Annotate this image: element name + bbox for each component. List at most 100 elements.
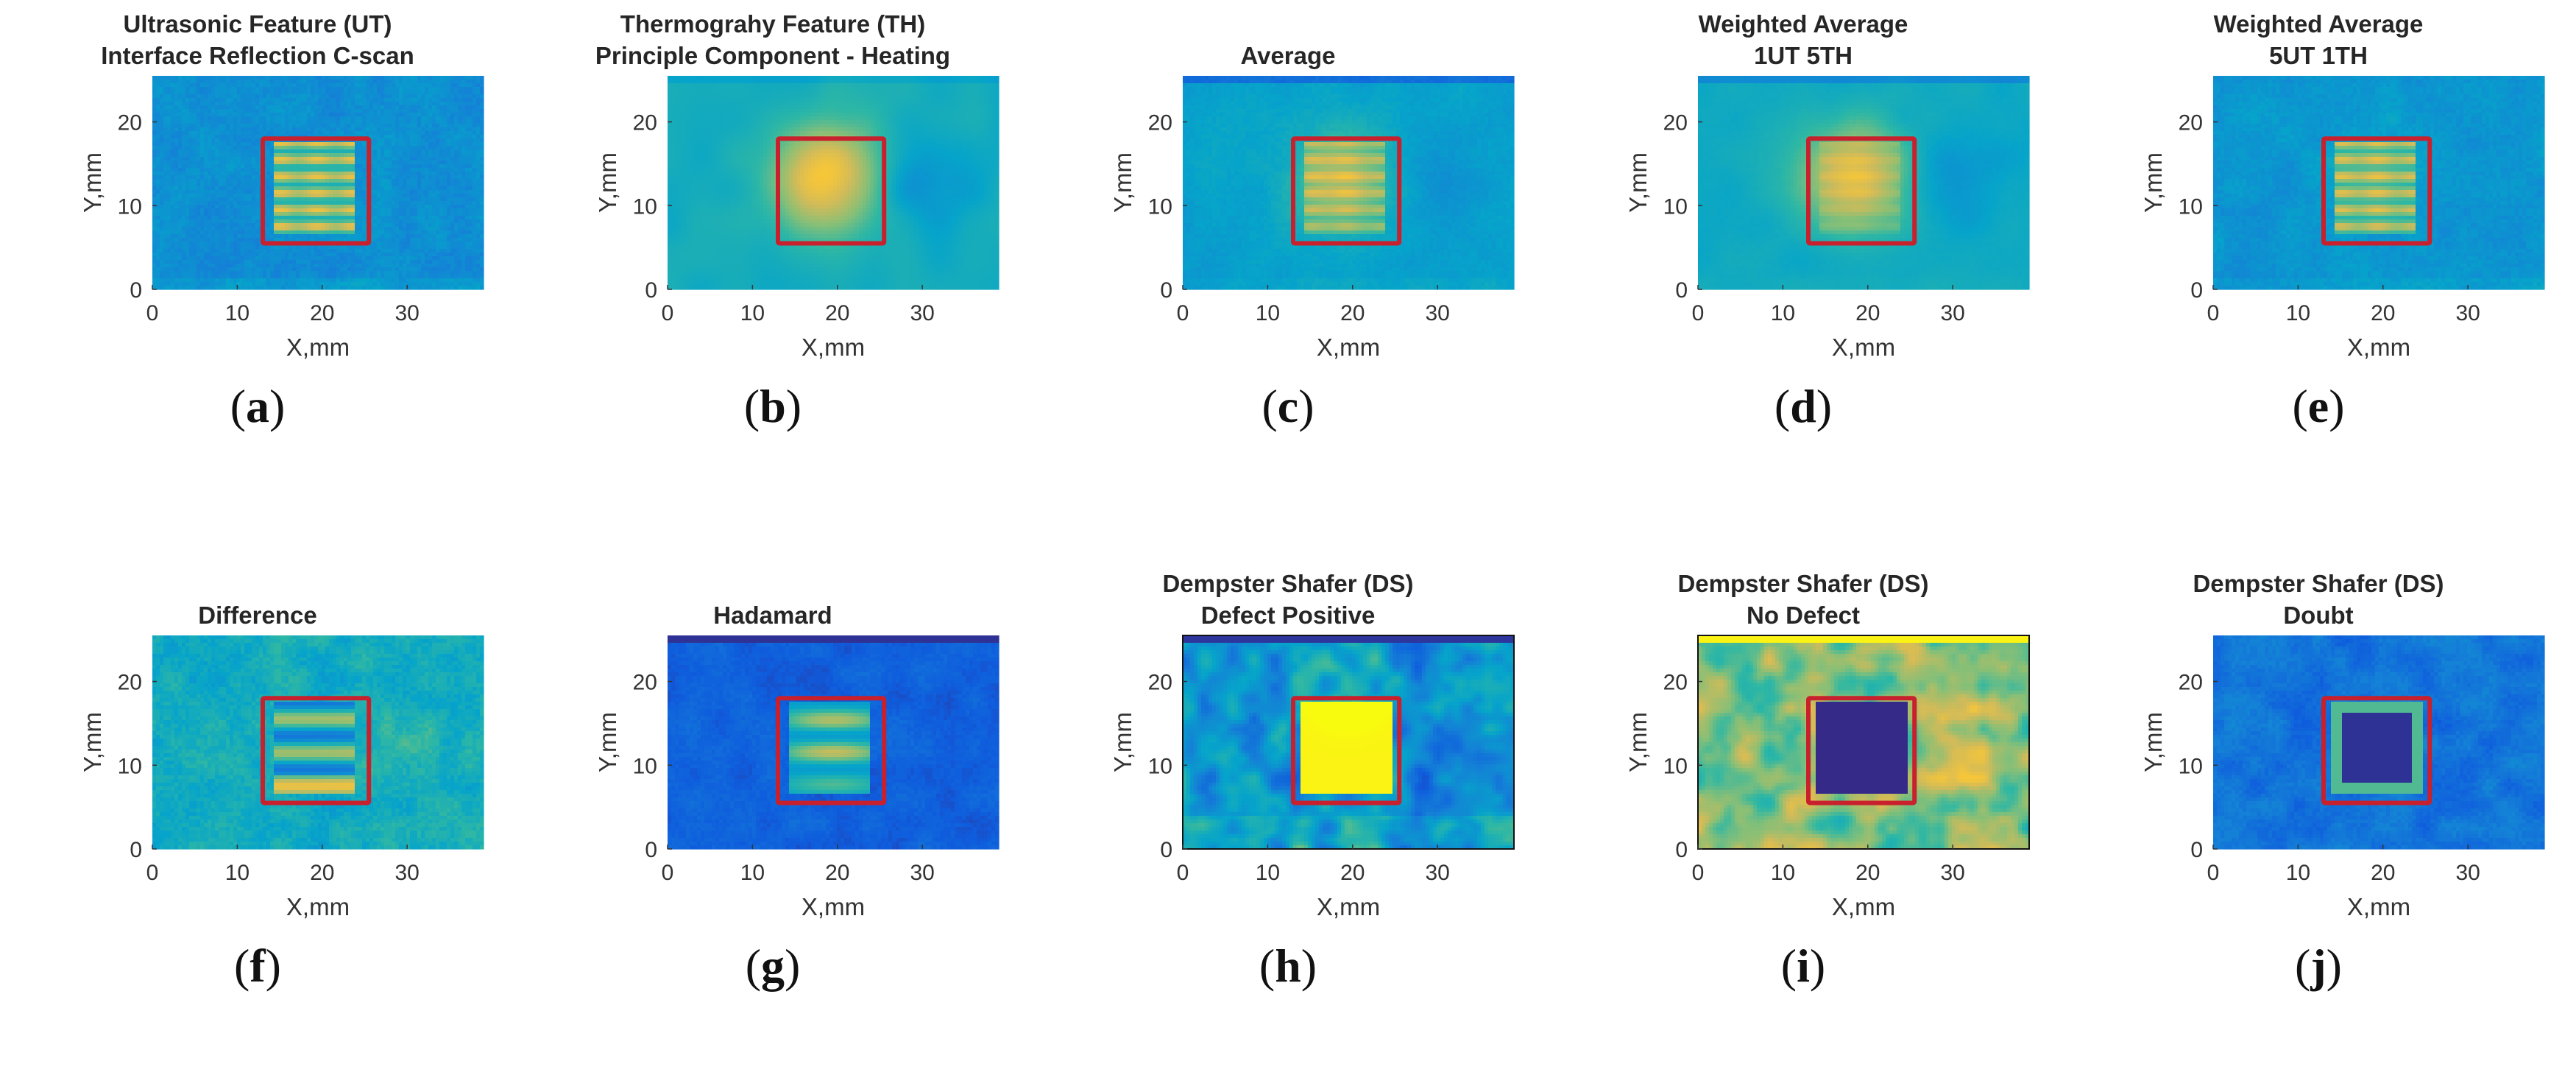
subfigure-letter: j: [2310, 940, 2326, 992]
x-axis-label: X,mm: [286, 334, 350, 361]
heatmap-cells: [152, 635, 484, 850]
x-tick-label: 10: [740, 301, 765, 325]
x-tick-label: 30: [1940, 301, 1964, 325]
x-tick-label: 0: [1692, 301, 1705, 325]
subfigure-label: (a): [0, 379, 515, 434]
y-tick-label: 0: [130, 278, 142, 303]
y-tick-label: 20: [1663, 671, 1688, 695]
y-tick-label: 10: [1663, 754, 1688, 778]
x-tick-label: 0: [1177, 861, 1189, 885]
x-tick-label: 30: [2455, 861, 2480, 885]
y-axis-label: Y,mm: [2140, 712, 2167, 772]
x-axis-label: X,mm: [802, 334, 865, 361]
y-tick-label: 10: [633, 754, 657, 778]
x-tick-label: 10: [740, 861, 765, 885]
y-axis-label: Y,mm: [79, 712, 106, 772]
x-axis-label: X,mm: [1317, 334, 1380, 361]
x-axis-label: X,mm: [2347, 334, 2410, 361]
x-tick-label: 30: [394, 861, 419, 885]
subfigure-letter: h: [1275, 940, 1301, 992]
x-tick-label: 10: [225, 861, 250, 885]
y-tick-label: 20: [118, 111, 142, 135]
y-tick-label: 0: [130, 838, 142, 862]
x-tick-label: 0: [1692, 861, 1705, 885]
x-axis-label: X,mm: [802, 893, 865, 920]
x-tick-label: 30: [1425, 301, 1449, 325]
subfigure-letter: f: [250, 940, 265, 992]
subfigure-letter: d: [1790, 380, 1816, 432]
x-tick-label: 10: [1256, 861, 1280, 885]
subfigure-label: (f): [0, 939, 515, 993]
x-tick-label: 10: [225, 301, 250, 325]
y-axis-label: Y,mm: [2140, 152, 2167, 213]
y-tick-label: 0: [645, 838, 657, 862]
x-tick-label: 20: [2371, 861, 2395, 885]
subfigure-letter: a: [246, 380, 269, 432]
x-tick-label: 20: [310, 301, 334, 325]
figure-panel-a: Ultrasonic Feature (UT)Interface Reflect…: [0, 0, 515, 515]
x-tick-label: 10: [1256, 301, 1280, 325]
y-tick-label: 0: [645, 278, 657, 303]
subfigure-letter: g: [761, 940, 785, 992]
heatmap-cells: [1698, 635, 2030, 850]
x-tick-label: 20: [1855, 301, 1880, 325]
x-tick-label: 30: [910, 861, 934, 885]
heatmap-cells: [1183, 635, 1515, 850]
y-tick-label: 20: [1663, 111, 1688, 135]
x-axis-label: X,mm: [1317, 893, 1380, 920]
y-tick-label: 0: [2190, 838, 2203, 862]
x-tick-label: 30: [910, 301, 934, 325]
heatmap-plot: 0 10 20 30 0 10 20 X,mm Y,mm: [1546, 560, 2061, 1001]
y-tick-label: 10: [1148, 194, 1172, 219]
y-tick-label: 10: [2179, 754, 2203, 778]
y-tick-label: 20: [633, 111, 657, 135]
y-tick-label: 10: [118, 194, 142, 219]
heatmap-cells: [2213, 635, 2545, 850]
heatmap-cells: [1183, 76, 1515, 290]
heatmap-cells: [1698, 76, 2030, 290]
x-tick-label: 20: [825, 301, 849, 325]
y-axis-label: Y,mm: [594, 712, 621, 772]
x-tick-label: 0: [662, 301, 674, 325]
y-tick-label: 20: [118, 671, 142, 695]
y-tick-label: 10: [1663, 194, 1688, 219]
y-tick-label: 10: [633, 194, 657, 219]
y-tick-label: 20: [633, 671, 657, 695]
subfigure-letter: c: [1278, 380, 1298, 432]
figure-panel-b: Thermograhy Feature (TH)Principle Compon…: [515, 0, 1030, 515]
x-tick-label: 30: [1940, 861, 1964, 885]
x-axis-label: X,mm: [1832, 334, 1895, 361]
x-tick-label: 10: [1771, 861, 1795, 885]
subfigure-label: (e): [2061, 379, 2576, 434]
x-tick-label: 30: [2455, 301, 2480, 325]
y-tick-label: 20: [1148, 671, 1172, 695]
subfigure-label: (b): [515, 379, 1030, 434]
y-tick-label: 0: [1160, 278, 1172, 303]
y-tick-label: 0: [1675, 838, 1688, 862]
x-tick-label: 20: [1340, 861, 1365, 885]
y-tick-label: 10: [1148, 754, 1172, 778]
x-tick-label: 0: [2207, 301, 2220, 325]
x-tick-label: 30: [1425, 861, 1449, 885]
x-axis-label: X,mm: [2347, 893, 2410, 920]
x-axis-label: X,mm: [1832, 893, 1895, 920]
heatmap-cells: [152, 76, 484, 290]
heatmap-cells: [2213, 76, 2545, 290]
x-tick-label: 20: [1340, 301, 1365, 325]
heatmap-cells: [668, 76, 999, 290]
x-tick-label: 20: [1855, 861, 1880, 885]
y-axis-label: Y,mm: [1624, 152, 1652, 213]
y-axis-label: Y,mm: [1624, 712, 1652, 772]
subfigure-label: (d): [1546, 379, 2061, 434]
